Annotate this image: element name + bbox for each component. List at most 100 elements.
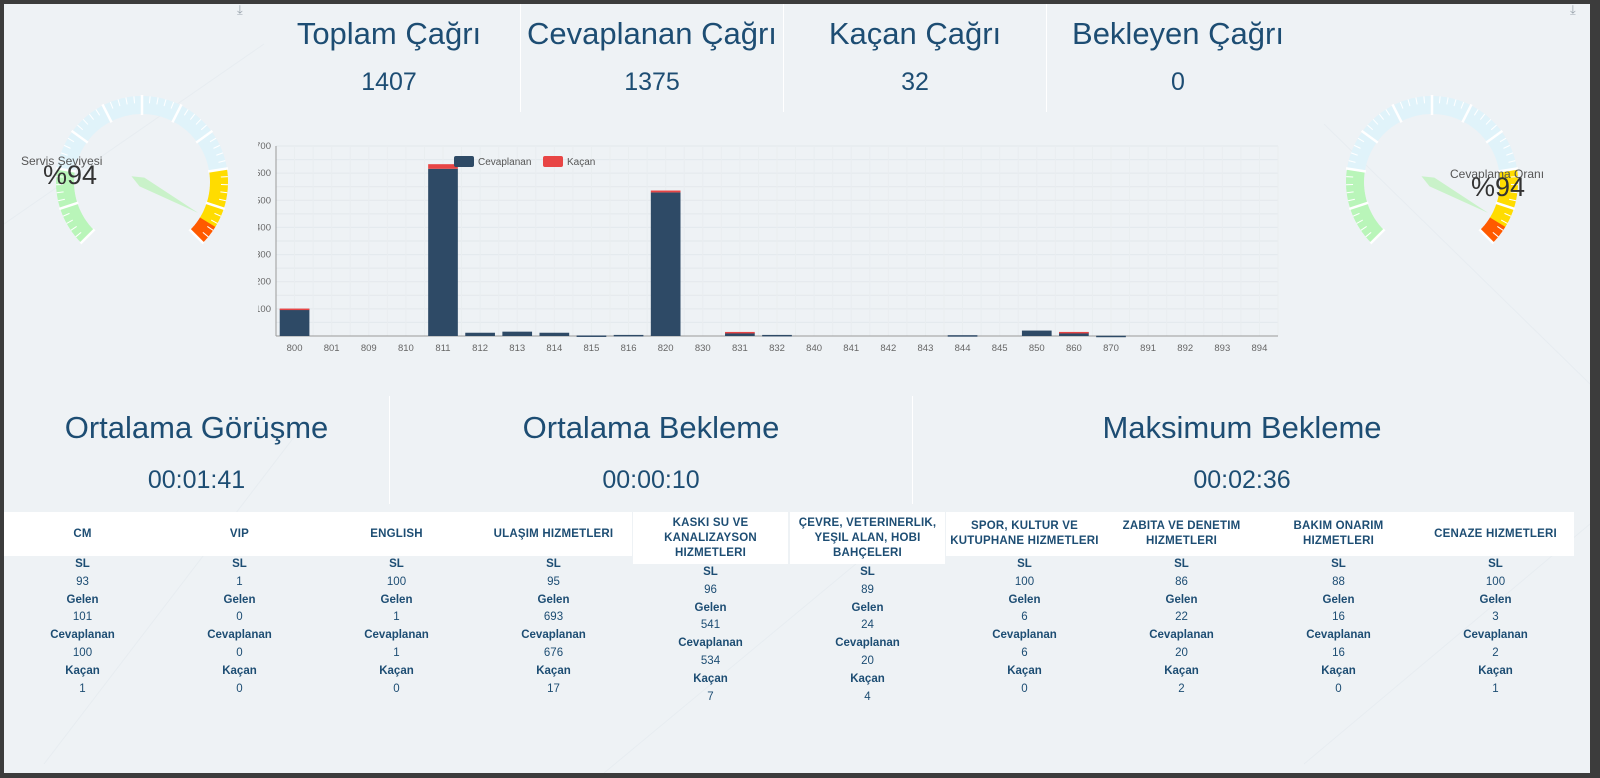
gauge-band (207, 158, 226, 167)
answered-value: 100 (72, 646, 93, 659)
gauge-band (209, 187, 228, 193)
sl-label: SL (1488, 558, 1503, 570)
gauge-minor-tick (1372, 118, 1379, 125)
gauge-band (58, 197, 77, 206)
gauge-band (1358, 217, 1376, 230)
gauge-major-tick (79, 228, 96, 245)
gauge-band (193, 126, 210, 141)
gauge-band (1362, 221, 1379, 236)
gauge-band (78, 227, 94, 243)
gauge-minor-tick (1415, 97, 1418, 105)
download-icon[interactable]: ⤓ (1570, 4, 1576, 17)
gauge-minor-tick (1485, 118, 1492, 125)
gauge-band (1362, 128, 1379, 143)
gauge-minor-tick (1500, 219, 1508, 224)
sl-value: 86 (1175, 575, 1188, 588)
gauge-band (1499, 175, 1518, 180)
incoming-value: 693 (543, 611, 564, 624)
bar-kaçan[interactable] (650, 190, 681, 193)
bar-cevaplanan[interactable] (576, 335, 607, 337)
gauge-minor-tick (1497, 225, 1504, 231)
kpi-answered-calls: Cevaplanan Çağrı 1375 (521, 4, 784, 112)
gauge-minor-tick (1346, 191, 1354, 194)
bar-cevaplanan[interactable] (502, 331, 533, 336)
bar-cevaplanan[interactable] (613, 334, 644, 337)
gauge-title: Servis Seviyesi (21, 154, 103, 168)
missed-label: Kaçan (1478, 664, 1513, 677)
dashboard-screen: ⤓ Servis Seviyesi %94 ⤓ Cevaplama Oranı … (4, 4, 1590, 773)
bar-cevaplanan[interactable] (465, 332, 495, 336)
bar-kaçan[interactable] (725, 331, 755, 334)
sl-label: SL (1331, 558, 1346, 570)
gauge-band (72, 221, 89, 236)
incoming-label: Gelen (537, 593, 570, 606)
bar-cevaplanan[interactable] (1021, 330, 1052, 336)
gauge-band (112, 100, 122, 119)
gauge-band (78, 120, 95, 136)
gauge-minor-tick (220, 191, 228, 194)
gauge-minor-tick (67, 137, 75, 143)
kpi-title: Cevaplanan Çağrı (527, 16, 777, 51)
gauge-band (199, 215, 218, 228)
bar-cevaplanan[interactable] (428, 168, 458, 336)
bar-cevaplanan[interactable] (650, 192, 681, 336)
gauge-minor-tick (66, 219, 74, 224)
gauge-band (1492, 142, 1511, 154)
download-icon[interactable]: ⤓ (237, 4, 243, 17)
bar-kaçan[interactable] (279, 308, 310, 311)
bar-cevaplanan[interactable] (725, 333, 755, 336)
sl-value: 89 (861, 583, 874, 596)
missed-label: Kaçan (1321, 664, 1356, 677)
bar-cevaplanan[interactable] (1059, 332, 1089, 336)
gauge-major-tick (101, 103, 113, 123)
legend-label[interactable]: Kaçan (567, 157, 595, 168)
gauge-band (56, 192, 76, 199)
sl-value: 100 (1485, 575, 1506, 588)
bar-kaçan[interactable] (1059, 331, 1089, 334)
bar-cevaplanan[interactable] (1096, 335, 1126, 338)
gauge-band (1455, 101, 1466, 120)
group-column: ENGLISH SL 100 Gelen 1 Cevaplanan 1 Kaçan 0 (318, 512, 475, 698)
background-pattern (4, 43, 1590, 773)
x-tick-label: 844 (955, 343, 971, 354)
gauge-minor-tick (1508, 198, 1517, 202)
group-metrics: SL 86 Gelen 22 Cevaplanan 20 Kaçan 2 (1103, 556, 1260, 698)
gauge-minor-tick (210, 219, 218, 224)
group-column: ZABITA VE DENETIM HIZMETLERI SL 86 Gelen 22 C… (1103, 512, 1260, 698)
bar-cevaplanan[interactable] (539, 332, 570, 336)
gauge-band (83, 116, 99, 133)
gauge-minor-tick (195, 118, 202, 125)
gauge-value: %94 (43, 160, 98, 190)
legend-swatch[interactable] (454, 156, 474, 167)
gauge-band (63, 142, 82, 154)
gauge-band (59, 154, 78, 164)
gauge-major-tick (1485, 129, 1504, 144)
gauge-band (1480, 121, 1496, 137)
gauge-band (62, 207, 81, 219)
gauge-value: %94 (1471, 172, 1526, 202)
group-name: ZABITA VE DENETIM HIZMETLERI (1103, 512, 1260, 556)
x-tick-label: 812 (472, 343, 488, 354)
gauge-minor-tick (1490, 124, 1497, 131)
incoming-label: Gelen (223, 593, 256, 606)
y-tick-label: 400 (258, 222, 271, 233)
incoming-value: 24 (861, 619, 874, 632)
bar-cevaplanan[interactable] (762, 334, 792, 337)
gauge-band (1483, 126, 1500, 141)
legend-swatch[interactable] (543, 156, 563, 167)
gauge-minor-tick (209, 137, 217, 143)
gauge-band (202, 210, 221, 222)
gauge-major-tick (207, 167, 229, 173)
bar-kaçan[interactable] (428, 164, 458, 169)
bar-cevaplanan[interactable] (947, 335, 978, 337)
sl-label: SL (1174, 558, 1189, 570)
gauge-band (208, 195, 227, 203)
bar-cevaplanan[interactable] (279, 308, 310, 336)
x-tick-label: 813 (509, 343, 525, 354)
gauge-band (1498, 192, 1517, 200)
gauge-band (198, 217, 216, 231)
legend-label[interactable]: Cevaplanan (478, 157, 531, 168)
x-tick-label: 801 (324, 343, 340, 354)
missed-value: 0 (1021, 682, 1028, 695)
answered-label: Cevaplanan (364, 629, 429, 642)
